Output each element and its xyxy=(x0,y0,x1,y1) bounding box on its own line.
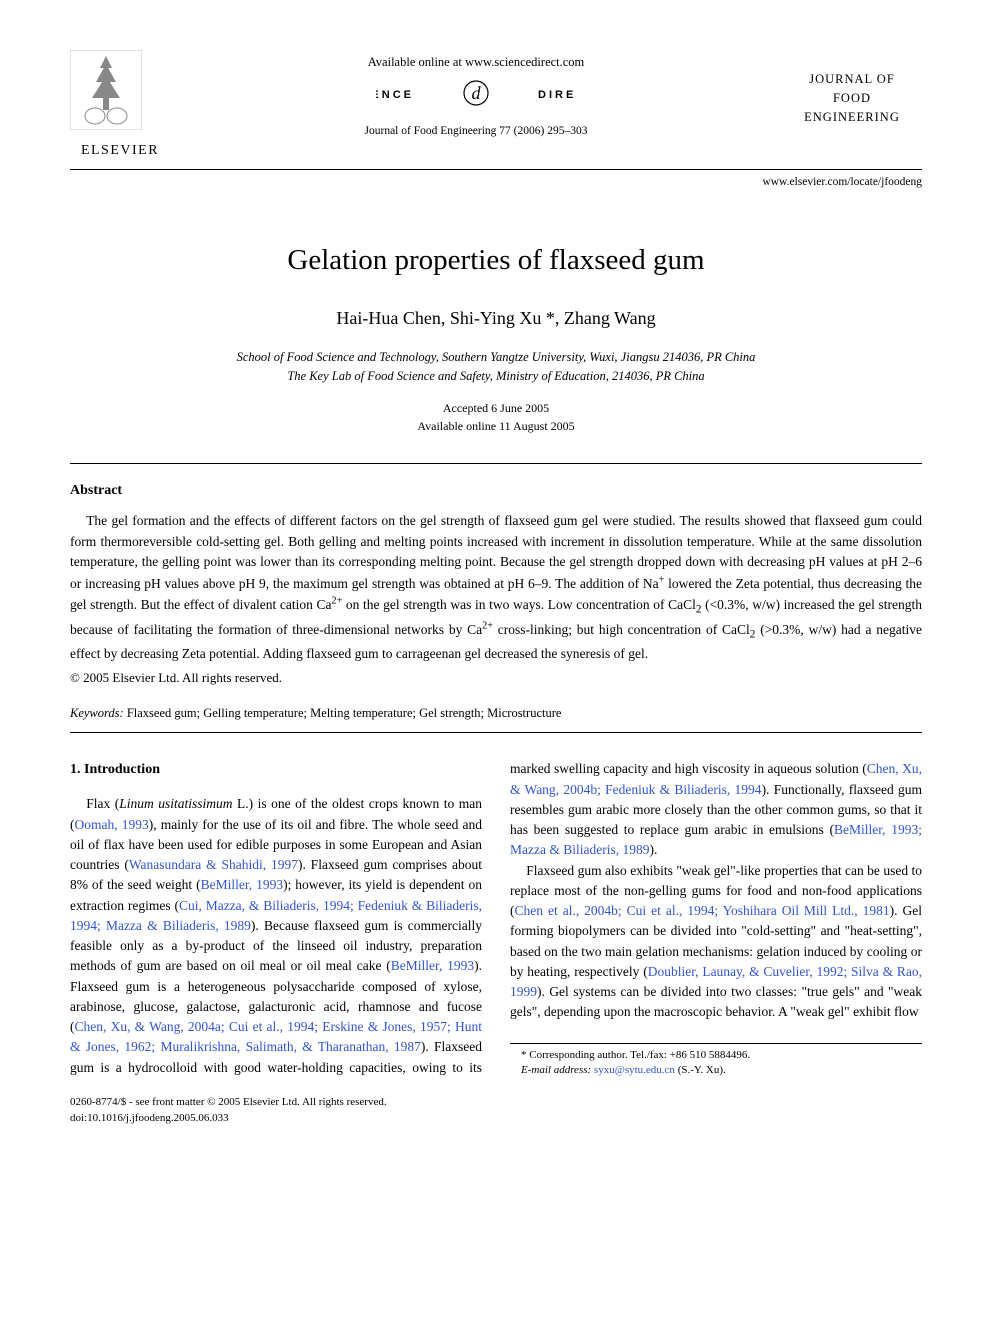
elsevier-tree-icon xyxy=(70,50,142,130)
species-name: Linum usitatissimum xyxy=(119,796,232,811)
sciencedirect-logo: SCIENCE d DIRECT® xyxy=(170,78,782,115)
available-online-date: Available online 11 August 2005 xyxy=(70,417,922,435)
journal-line3: ENGINEERING xyxy=(782,108,922,127)
front-matter-line: 0260-8774/$ - see front matter © 2005 El… xyxy=(70,1095,922,1110)
abstract-heading: Abstract xyxy=(70,480,922,501)
intro-paragraph-2: Flaxseed gum also exhibits "weak gel"-li… xyxy=(510,861,922,1023)
journal-line2: FOOD xyxy=(782,89,922,108)
accepted-date: Accepted 6 June 2005 xyxy=(70,399,922,417)
journal-line1: JOURNAL OF xyxy=(782,70,922,89)
publisher-name: ELSEVIER xyxy=(70,140,170,161)
cite-chen-2004b2[interactable]: Chen et al., 2004b; Cui et al., 1994; Yo… xyxy=(515,903,890,918)
publication-dates: Accepted 6 June 2005 Available online 11… xyxy=(70,399,922,435)
email-label: E-mail address: xyxy=(521,1064,591,1076)
abstract-top-rule xyxy=(70,463,922,464)
author-list: Hai-Hua Chen, Shi-Ying Xu *, Zhang Wang xyxy=(70,305,922,332)
corresponding-author-footnote: * Corresponding author. Tel./fax: +86 51… xyxy=(510,1043,922,1079)
corr-email-link[interactable]: syxu@sytu.edu.cn xyxy=(594,1064,675,1076)
affil-line1: School of Food Science and Technology, S… xyxy=(70,348,922,367)
paper-header: ELSEVIER Available online at www.science… xyxy=(70,50,922,161)
cite-oomah-1993[interactable]: Oomah, 1993 xyxy=(75,817,149,832)
header-rule xyxy=(70,169,922,170)
sd-left-text: SCIENCE xyxy=(376,89,414,101)
keywords-rule xyxy=(70,732,922,733)
abstract-body: The gel formation and the effects of dif… xyxy=(70,511,922,664)
journal-locate-url: www.elsevier.com/locate/jfoodeng xyxy=(70,174,922,191)
keywords-line: Keywords: Flaxseed gum; Gelling temperat… xyxy=(70,704,922,723)
doi-line: doi:10.1016/j.jfoodeng.2005.06.033 xyxy=(70,1111,922,1126)
body-columns: 1. Introduction Flax (Linum usitatissimu… xyxy=(70,759,922,1079)
section-1-heading: 1. Introduction xyxy=(70,759,482,780)
affil-line2: The Key Lab of Food Science and Safety, … xyxy=(70,367,922,386)
publisher-logo-block: ELSEVIER xyxy=(70,50,170,161)
cite-bemiller-1993a[interactable]: BeMiller, 1993 xyxy=(201,877,284,892)
abstract-text-content: The gel formation and the effects of dif… xyxy=(70,513,922,661)
journal-title-box: JOURNAL OF FOOD ENGINEERING xyxy=(782,50,922,126)
svg-text:d: d xyxy=(472,83,482,103)
cite-wanasundara-1997[interactable]: Wanasundara & Shahidi, 1997 xyxy=(129,857,298,872)
keywords-text: Flaxseed gum; Gelling temperature; Melti… xyxy=(124,706,562,720)
affiliation: School of Food Science and Technology, S… xyxy=(70,348,922,386)
journal-citation: Journal of Food Engineering 77 (2006) 29… xyxy=(170,123,782,140)
corr-email-line: E-mail address: syxu@sytu.edu.cn (S.-Y. … xyxy=(510,1063,922,1078)
paper-title: Gelation properties of flaxseed gum xyxy=(70,239,922,283)
sd-right-text: DIRECT® xyxy=(538,89,576,101)
page-footer: 0260-8774/$ - see front matter © 2005 El… xyxy=(70,1095,922,1126)
copyright-line: © 2005 Elsevier Ltd. All rights reserved… xyxy=(70,668,922,688)
cite-bemiller-1993b[interactable]: BeMiller, 1993 xyxy=(391,958,474,973)
corr-author-line: * Corresponding author. Tel./fax: +86 51… xyxy=(510,1048,922,1063)
header-center: Available online at www.sciencedirect.co… xyxy=(170,50,782,140)
available-online-text: Available online at www.sciencedirect.co… xyxy=(170,53,782,72)
keywords-label: Keywords: xyxy=(70,706,124,720)
